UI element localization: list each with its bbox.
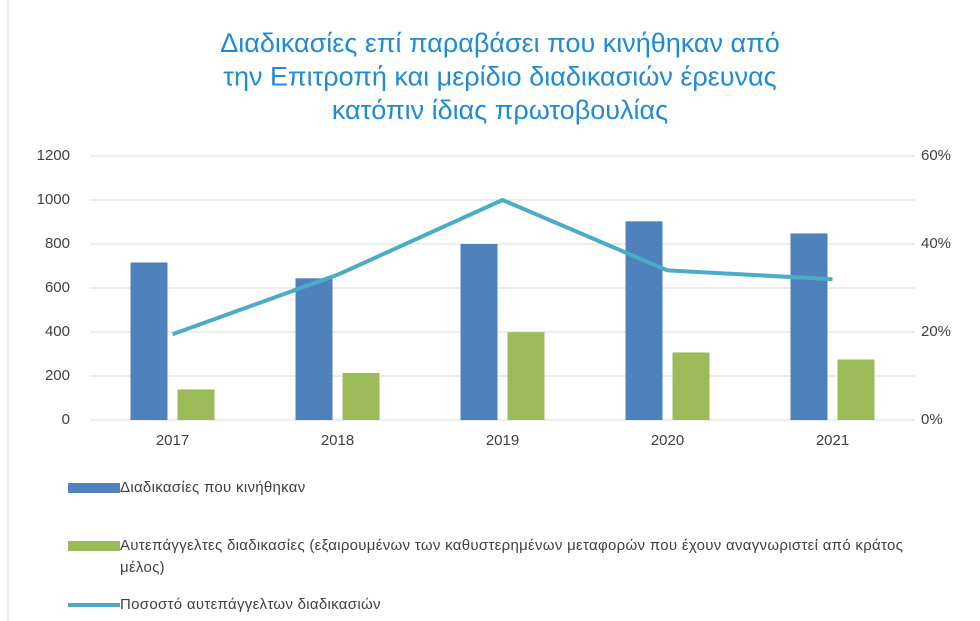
legend-swatch xyxy=(68,541,120,551)
legend-item: Διαδικασίες που κινήθηκαν xyxy=(68,477,948,499)
legend-label: Ποσοστό αυτεπάγγελτων διαδικασιών xyxy=(120,596,381,613)
bar xyxy=(625,221,663,420)
y-tick-label: 0 xyxy=(62,411,70,428)
bar xyxy=(790,233,828,420)
x-tick-label: 2020 xyxy=(651,432,684,449)
y-tick-label: 800 xyxy=(45,235,70,252)
bar xyxy=(342,372,380,420)
chart-border xyxy=(7,0,9,621)
x-tick-label: 2017 xyxy=(156,432,189,449)
legend-label: Διαδικασίες που κινήθηκαν xyxy=(120,479,306,496)
legend-swatch xyxy=(68,603,120,607)
x-tick-label: 2018 xyxy=(321,432,354,449)
y-tick-label: 1200 xyxy=(37,147,70,164)
y2-tick-label: 0% xyxy=(921,411,943,428)
y-tick-label: 400 xyxy=(45,323,70,340)
bar xyxy=(130,262,168,420)
x-tick-label: 2019 xyxy=(486,432,519,449)
legend-item: Αυτεπάγγελτες διαδικασίες (εξαιρουμένων … xyxy=(68,535,948,579)
legend-item: Ποσοστό αυτεπάγγελτων διαδικασιών xyxy=(68,594,948,616)
x-tick-label: 2021 xyxy=(816,432,849,449)
line-series xyxy=(171,198,833,337)
y2-tick-label: 20% xyxy=(921,323,951,340)
y-tick-label: 1000 xyxy=(37,191,70,208)
bar xyxy=(295,278,333,420)
y2-tick-label: 60% xyxy=(921,147,951,164)
chart-title: Διαδικασίες επί παραβάσει που κινήθηκαν … xyxy=(220,28,780,125)
y-tick-label: 200 xyxy=(45,367,70,384)
legend-label: Αυτεπάγγελτες διαδικασίες (εξαιρουμένων … xyxy=(120,537,904,576)
bar xyxy=(507,332,545,420)
bar xyxy=(672,352,710,420)
y-tick-label: 600 xyxy=(45,279,70,296)
bar xyxy=(460,244,498,420)
bar xyxy=(837,359,875,420)
bar xyxy=(177,389,215,420)
legend-swatch xyxy=(68,483,120,493)
y2-tick-label: 40% xyxy=(921,235,951,252)
